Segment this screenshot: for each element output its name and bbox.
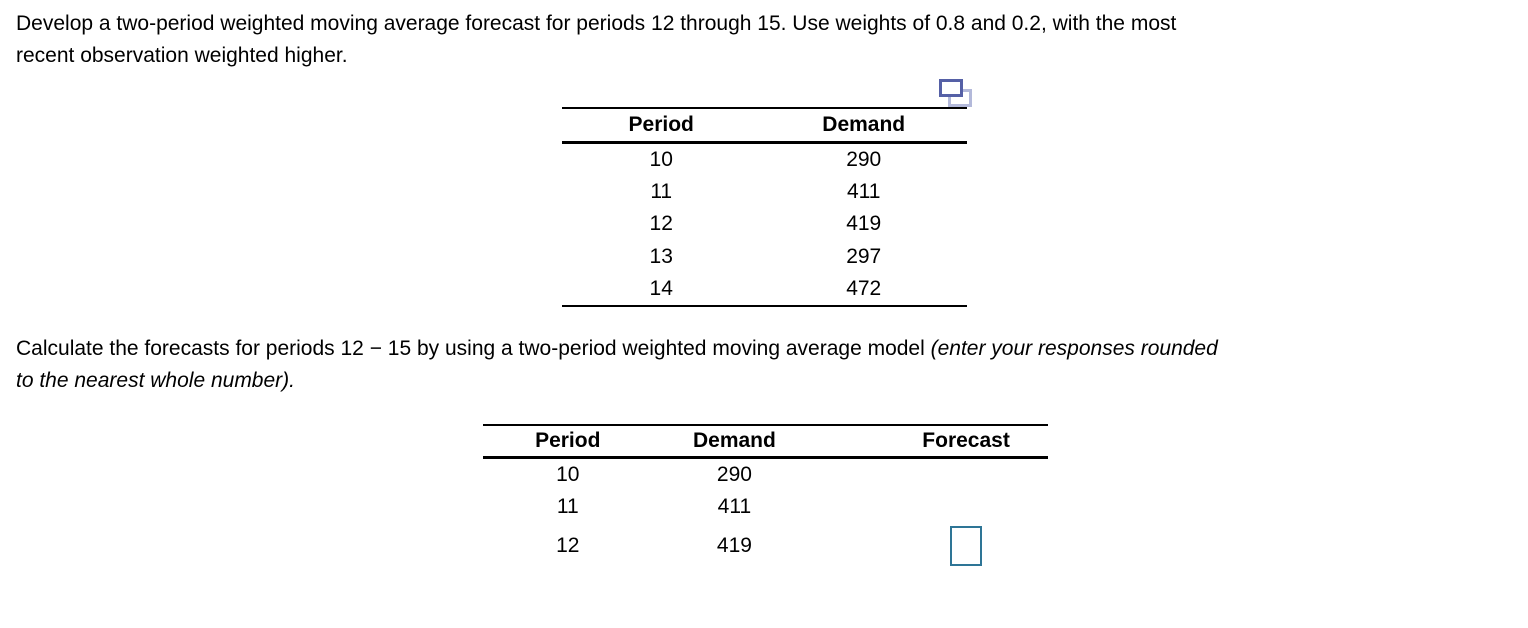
period-cell: 12 bbox=[556, 534, 580, 557]
instruction-text: Calculate the forecasts for periods 12 −… bbox=[16, 333, 1218, 397]
forecast-cell bbox=[884, 458, 1048, 492]
answer-table-header-spacer bbox=[816, 425, 885, 459]
period-cell: 11 bbox=[556, 495, 579, 518]
demand-data-table: Period Demand 10 290 11 411 12 419 13 29… bbox=[562, 107, 967, 307]
forecast-cell bbox=[884, 523, 1048, 569]
data-table-row: 13 297 bbox=[562, 241, 967, 273]
forecast-input-period-12[interactable] bbox=[950, 526, 983, 566]
answer-table-row: 10 290 bbox=[483, 458, 1048, 492]
data-table-header-period: Period bbox=[562, 108, 761, 144]
demand-cell: 419 bbox=[846, 212, 882, 236]
instruction-italic-part: (enter your responses rounded bbox=[930, 337, 1218, 360]
spacer-cell bbox=[816, 491, 884, 523]
period-cell: 14 bbox=[649, 276, 673, 300]
answer-table-header-forecast: Forecast bbox=[884, 425, 1048, 459]
instruction-text-line-2: to the nearest whole number). bbox=[16, 369, 295, 392]
period-cell: 10 bbox=[649, 148, 673, 172]
data-table-header-row: Period Demand bbox=[562, 108, 967, 144]
demand-cell: 297 bbox=[846, 244, 882, 268]
popup-windows-icon-front-rect bbox=[939, 79, 963, 97]
demand-cell: 411 bbox=[846, 180, 881, 204]
answer-table-row: 11 411 bbox=[483, 491, 1048, 523]
popup-windows-icon[interactable] bbox=[939, 79, 973, 108]
data-table-row: 12 419 bbox=[562, 208, 967, 240]
instruction-normal-part: Calculate the forecasts for periods 12 −… bbox=[16, 337, 931, 360]
demand-cell: 290 bbox=[846, 148, 882, 172]
spacer-cell bbox=[816, 458, 884, 492]
period-cell: 12 bbox=[649, 212, 673, 236]
question-text-line-1: Develop a two-period weighted moving ave… bbox=[16, 12, 1177, 35]
data-table-row: 11 411 bbox=[562, 176, 967, 208]
data-table-row: 10 290 bbox=[562, 143, 967, 177]
question-text: Develop a two-period weighted moving ave… bbox=[16, 8, 1176, 72]
answer-table-row: 12 419 bbox=[483, 523, 1048, 569]
demand-cell: 419 bbox=[716, 534, 752, 557]
forecast-cell bbox=[884, 491, 1048, 523]
spacer-cell bbox=[816, 523, 884, 569]
instruction-text-line-1: Calculate the forecasts for periods 12 −… bbox=[16, 333, 1218, 365]
demand-cell: 472 bbox=[846, 276, 882, 300]
period-cell: 11 bbox=[650, 180, 673, 204]
demand-cell: 290 bbox=[716, 463, 752, 486]
period-cell: 13 bbox=[649, 244, 673, 268]
question-text-line-2: recent observation weighted higher. bbox=[16, 44, 348, 67]
forecast-answer-table: Period Demand Forecast 10 290 11 411 12 bbox=[483, 424, 1048, 569]
demand-cell: 411 bbox=[717, 495, 752, 518]
answer-table-header-row: Period Demand Forecast bbox=[483, 425, 1048, 459]
data-table-row: 14 472 bbox=[562, 273, 967, 306]
data-table-header-demand: Demand bbox=[760, 108, 967, 144]
period-cell: 10 bbox=[556, 463, 580, 486]
answer-table-header-period: Period bbox=[483, 425, 653, 459]
answer-table-header-demand: Demand bbox=[652, 425, 817, 459]
